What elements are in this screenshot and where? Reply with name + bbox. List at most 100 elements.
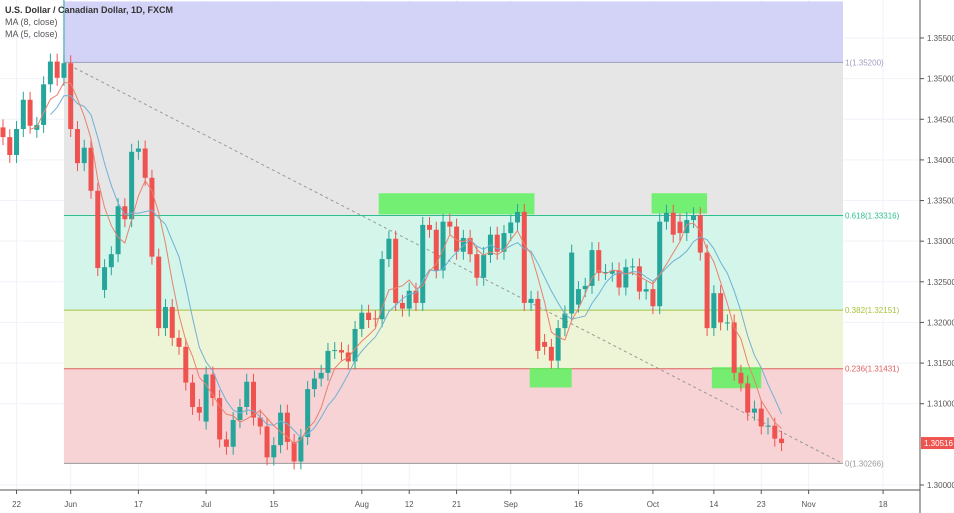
candle-body bbox=[217, 398, 223, 440]
time-tick-label: 12 bbox=[405, 500, 414, 509]
candle bbox=[765, 417, 771, 435]
candle-body bbox=[298, 437, 304, 462]
candle-body bbox=[494, 234, 500, 252]
candle-body bbox=[223, 439, 229, 447]
candle-body bbox=[230, 419, 236, 447]
candle bbox=[305, 381, 311, 446]
candle bbox=[657, 213, 663, 315]
candle-body bbox=[264, 426, 270, 458]
price-tick-label: 1.35000 bbox=[927, 75, 954, 84]
candle-body bbox=[325, 350, 331, 373]
candle-body bbox=[555, 328, 561, 361]
price-tick-label: 1.32500 bbox=[927, 278, 954, 287]
candle-body bbox=[467, 237, 473, 255]
candle bbox=[108, 246, 114, 276]
candle-body bbox=[616, 270, 622, 288]
candle bbox=[102, 259, 108, 298]
candle bbox=[508, 214, 514, 242]
candle bbox=[663, 204, 669, 230]
candle-body bbox=[95, 190, 101, 268]
candle bbox=[596, 242, 602, 281]
candle-body bbox=[250, 381, 256, 418]
candle bbox=[542, 333, 548, 355]
fib-level-label: 0.618(1.33316) bbox=[845, 211, 900, 220]
candle-body bbox=[14, 129, 20, 156]
candle bbox=[210, 366, 216, 407]
indicator-ma8[interactable]: MA (8, close) bbox=[5, 17, 58, 27]
candle bbox=[54, 53, 60, 86]
candle-body bbox=[81, 147, 87, 164]
candle-body bbox=[305, 389, 311, 438]
candle-body bbox=[74, 129, 80, 164]
candle bbox=[386, 230, 392, 268]
candle bbox=[643, 281, 649, 300]
candle-body bbox=[623, 267, 629, 288]
candle-body bbox=[352, 328, 358, 362]
candle-body bbox=[284, 412, 290, 442]
candle-body bbox=[738, 372, 744, 384]
candle-body bbox=[643, 289, 649, 292]
candle-body bbox=[481, 254, 487, 278]
candle bbox=[325, 342, 331, 381]
candle-body bbox=[630, 266, 636, 268]
candle bbox=[196, 398, 202, 421]
candle bbox=[14, 121, 20, 164]
candle bbox=[467, 229, 473, 263]
candle-body bbox=[311, 378, 317, 390]
candle-body bbox=[88, 147, 94, 191]
candle bbox=[379, 251, 385, 328]
candle-body bbox=[406, 290, 412, 309]
candle-body bbox=[650, 289, 656, 307]
candle-body bbox=[460, 237, 466, 252]
candle-body bbox=[190, 382, 196, 407]
price-tick-label: 1.32000 bbox=[927, 318, 954, 327]
candle-body bbox=[711, 293, 717, 329]
moving-average-line bbox=[29, 81, 782, 445]
candle bbox=[271, 437, 277, 466]
candle bbox=[217, 390, 223, 448]
indicator-ma5[interactable]: MA (5, close) bbox=[5, 29, 58, 39]
candle bbox=[555, 320, 561, 369]
candle-body bbox=[149, 177, 155, 257]
candle bbox=[481, 246, 487, 286]
time-tick-label: 21 bbox=[452, 500, 461, 509]
candle-body bbox=[772, 425, 778, 439]
candle-body bbox=[399, 302, 405, 309]
candle bbox=[751, 400, 757, 421]
candle-body bbox=[162, 307, 168, 329]
candle bbox=[41, 76, 47, 133]
candle-body bbox=[697, 215, 703, 253]
candle-body bbox=[670, 212, 676, 235]
candle-body bbox=[508, 222, 514, 234]
candle-body bbox=[636, 266, 642, 292]
candle-body bbox=[393, 238, 399, 303]
candle-body bbox=[176, 337, 182, 347]
fib-level-label: 0(1.30266) bbox=[845, 459, 884, 468]
candle bbox=[684, 212, 690, 242]
candle bbox=[670, 204, 676, 243]
time-tick-label: Jul bbox=[201, 500, 211, 509]
candle-body bbox=[102, 267, 108, 290]
candle bbox=[230, 411, 236, 455]
candle-body bbox=[203, 374, 209, 422]
candle bbox=[724, 314, 730, 331]
candle bbox=[623, 259, 629, 296]
candle bbox=[758, 400, 764, 435]
candle-body bbox=[542, 341, 548, 347]
candle-body bbox=[420, 224, 426, 303]
candle-body bbox=[196, 406, 202, 413]
time-tick-label: Sep bbox=[504, 500, 519, 509]
highlight-box bbox=[529, 367, 572, 388]
time-tick-label: Oct bbox=[647, 500, 660, 509]
candle bbox=[115, 198, 121, 263]
candle-body bbox=[779, 438, 785, 444]
price-tick-label: 1.33000 bbox=[927, 237, 954, 246]
price-tick-label: 1.31000 bbox=[927, 400, 954, 409]
candle bbox=[284, 404, 290, 450]
price-tick-label: 1.35500 bbox=[927, 34, 954, 43]
candle-body bbox=[156, 256, 162, 329]
candle-body bbox=[684, 220, 690, 234]
candle bbox=[135, 140, 141, 160]
candle-body bbox=[724, 322, 730, 324]
